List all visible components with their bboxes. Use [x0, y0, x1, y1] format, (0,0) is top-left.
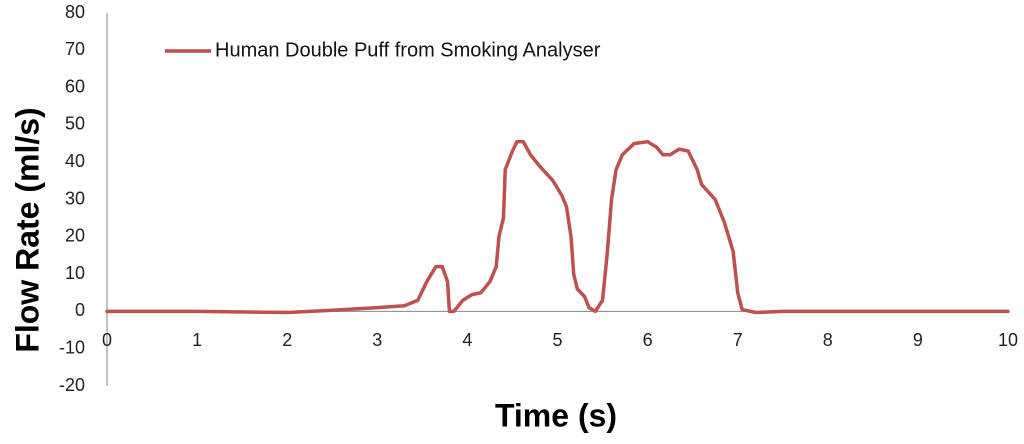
x-tick-label: 10: [998, 330, 1018, 350]
data-line: [105, 139, 1010, 315]
x-tick-label: 7: [733, 330, 743, 350]
x-tick-label: 8: [823, 330, 833, 350]
y-tick-label: -20: [59, 375, 85, 395]
y-tick-label: 40: [65, 151, 85, 171]
y-tick-label: 30: [65, 188, 85, 208]
x-tick-label: 1: [192, 330, 202, 350]
x-tick-label: 0: [102, 330, 112, 350]
x-tick-label: 6: [643, 330, 653, 350]
y-tick-label: 20: [65, 226, 85, 246]
x-tick-label: 5: [552, 330, 562, 350]
y-tick-label: 70: [65, 39, 85, 59]
y-tick-label: 60: [65, 76, 85, 96]
legend-label: Human Double Puff from Smoking Analyser: [215, 39, 601, 61]
y-axis-title: Flow Rate (ml/s): [9, 107, 45, 352]
x-tick-label: 4: [462, 330, 472, 350]
y-tick-label: 0: [75, 300, 85, 320]
x-tick-label: 3: [372, 330, 382, 350]
y-tick-label: 50: [65, 114, 85, 134]
x-axis-title: Time (s): [495, 397, 617, 433]
y-tick-label: 10: [65, 263, 85, 283]
y-tick-label: -10: [59, 337, 85, 357]
x-tick-label: 9: [913, 330, 923, 350]
x-tick-label: 2: [282, 330, 292, 350]
y-tick-label: 80: [65, 2, 85, 22]
